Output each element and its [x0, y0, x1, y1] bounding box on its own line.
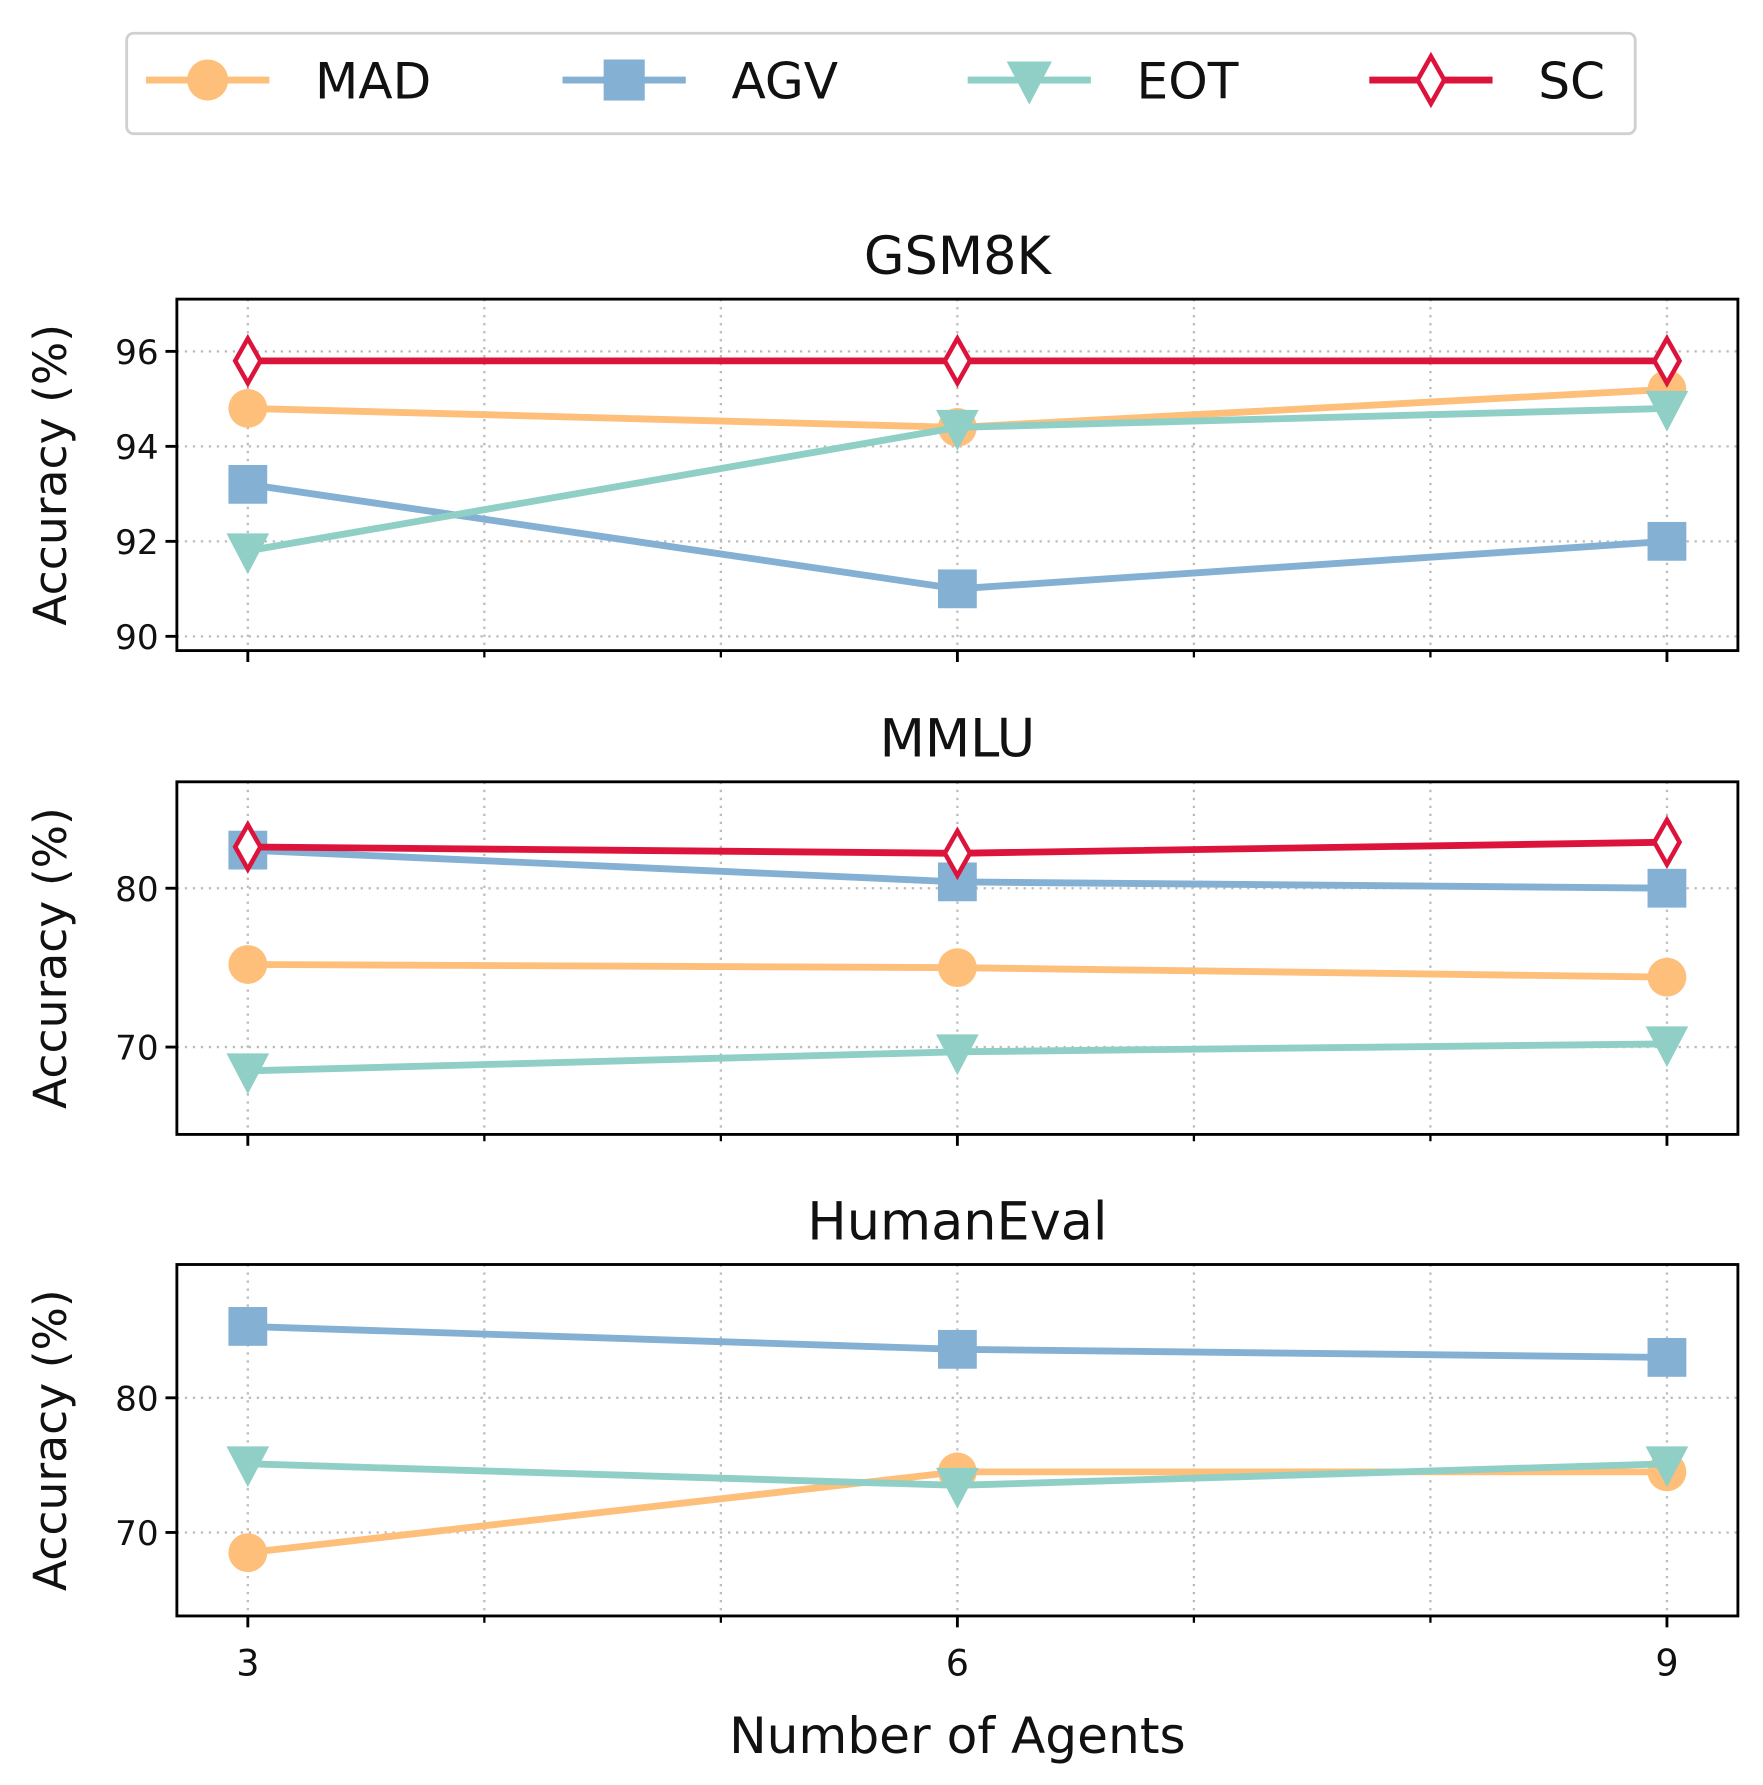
- data-point: [1647, 521, 1687, 561]
- panel-title: MMLU: [880, 709, 1036, 770]
- y-tick-label: 70: [115, 1029, 159, 1069]
- series-eot: [226, 390, 1689, 575]
- data-point: [1645, 1026, 1689, 1068]
- data-point: [937, 569, 977, 609]
- legend-entry-agv: AGV: [562, 51, 838, 110]
- data-point: [1647, 1338, 1687, 1377]
- data-point: [228, 464, 268, 504]
- legend-entry-eot: EOT: [967, 51, 1239, 110]
- data-point: [1645, 1446, 1689, 1488]
- series-sc: [232, 815, 1683, 881]
- series-mad: [228, 945, 1687, 997]
- data-point: [942, 826, 973, 881]
- data-point: [1647, 868, 1687, 908]
- data-point: [1647, 957, 1687, 997]
- data-point: [937, 1329, 977, 1369]
- plot-frame: [175, 1263, 1740, 1618]
- data-point: [232, 333, 264, 388]
- y-tick-label: 80: [115, 870, 159, 910]
- x-tick-label: 9: [1655, 1641, 1678, 1684]
- legend-label: EOT: [1137, 51, 1239, 110]
- plot-frame: [175, 297, 1740, 653]
- y-tick-label: 70: [115, 1514, 159, 1554]
- legend-entry-sc: SC: [1369, 51, 1605, 110]
- data-point: [936, 1034, 979, 1076]
- panel-gsm8k: 90 92 94 96 GSM8K Accuracy (%): [24, 226, 1740, 662]
- x-tick-label: 3: [236, 1641, 259, 1684]
- data-point: [936, 1467, 979, 1509]
- series-eot: [226, 1446, 1689, 1509]
- panel-title: HumanEval: [807, 1191, 1107, 1252]
- data-point: [226, 1446, 270, 1488]
- data-point: [226, 533, 270, 575]
- series-agv: [228, 1307, 1687, 1377]
- y-tick-label: 80: [115, 1379, 159, 1419]
- legend-marker: [187, 59, 229, 101]
- data-point: [232, 819, 264, 874]
- y-axis-label: Accuracy (%): [24, 1289, 77, 1591]
- legend-frame: [125, 31, 1637, 136]
- series-sc: [232, 333, 1683, 388]
- y-tick-label: 94: [115, 428, 159, 468]
- data-point: [937, 948, 977, 988]
- legend-entry-mad: MAD: [146, 51, 431, 110]
- data-point: [228, 388, 268, 428]
- legend-label: AGV: [731, 51, 838, 110]
- legend-label: SC: [1538, 51, 1605, 110]
- x-axis-label: Number of Agents: [729, 1706, 1186, 1765]
- plot-frame: [175, 780, 1740, 1136]
- y-tick-label: 92: [115, 523, 159, 563]
- y-axis-label: Accuracy (%): [24, 324, 77, 626]
- data-point: [936, 409, 979, 451]
- y-tick-label: 96: [115, 333, 159, 373]
- data-point: [1645, 390, 1689, 432]
- series-eot: [226, 1026, 1689, 1095]
- panel-humaneval: 70 80 HumanEval Accuracy (%) 3 6 9 Number of Ag…: [24, 1191, 1740, 1765]
- data-point: [228, 945, 268, 984]
- legend-marker: [1414, 51, 1447, 109]
- series-agv: [228, 464, 1687, 609]
- y-axis-label: Accuracy (%): [24, 807, 77, 1109]
- legend-marker: [1006, 61, 1052, 105]
- data-point: [942, 333, 973, 388]
- x-tick-label: 6: [946, 1641, 969, 1684]
- data-point: [1651, 815, 1683, 870]
- data-point: [228, 1533, 268, 1573]
- panel-mmlu: 70 80 MMLU Accuracy (%): [24, 709, 1740, 1146]
- legend-label: MAD: [315, 51, 431, 110]
- data-point: [1651, 333, 1683, 388]
- panel-title: GSM8K: [864, 226, 1053, 287]
- data-point: [228, 1307, 268, 1346]
- y-tick-label: 90: [115, 618, 159, 658]
- data-point: [226, 1053, 270, 1095]
- legend: MAD AGV EOT SC: [125, 31, 1637, 136]
- legend-marker: [603, 59, 645, 101]
